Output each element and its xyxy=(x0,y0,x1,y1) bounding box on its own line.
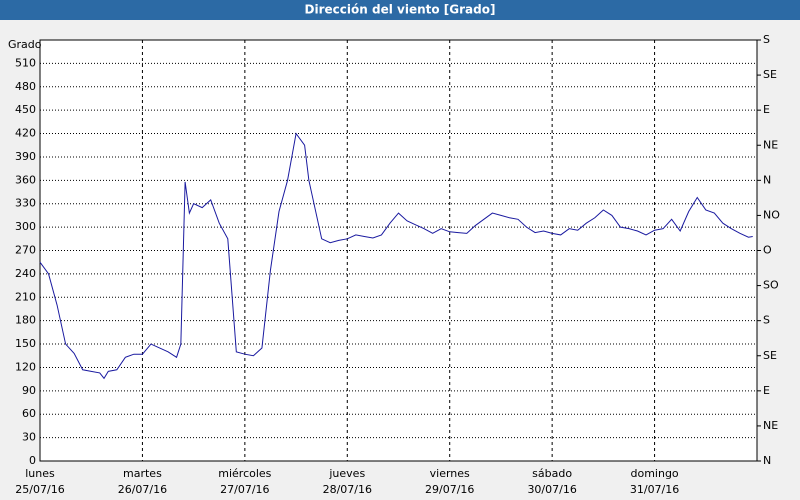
y2-tick-label: E xyxy=(763,103,770,116)
y-tick-label: 420 xyxy=(15,127,36,140)
x-tick-label: lunes xyxy=(25,467,55,480)
data-line xyxy=(39,132,753,380)
x-tick-label: martes xyxy=(123,467,162,480)
y-tick-label: 330 xyxy=(15,197,36,210)
x-tick-date: 29/07/16 xyxy=(425,483,474,496)
y2-tick-label: S xyxy=(763,33,770,46)
x-tick-label: viernes xyxy=(430,467,470,480)
chart-title: Dirección del viento [Grado] xyxy=(305,3,496,17)
title-bar xyxy=(0,0,800,20)
x-tick-label: domingo xyxy=(630,467,678,480)
y2-tick-label: S xyxy=(763,314,770,327)
y-tick-label: 180 xyxy=(15,314,36,327)
y2-tick-label: N xyxy=(763,454,771,467)
x-tick-date: 30/07/16 xyxy=(527,483,576,496)
x-tick-label: jueves xyxy=(328,467,365,480)
y2-tick-label: O xyxy=(763,244,772,257)
y2-tick-label: NO xyxy=(763,208,780,221)
y2-tick-label: SE xyxy=(763,349,777,362)
y-tick-label: 300 xyxy=(15,220,36,233)
y2-tick-label: NE xyxy=(763,419,778,432)
y-tick-label: 90 xyxy=(22,384,36,397)
x-tick-date: 28/07/16 xyxy=(323,483,372,496)
y2-tick-label: NE xyxy=(763,138,778,151)
y-axis-label: Grado xyxy=(8,38,42,51)
y2-tick-label: E xyxy=(763,384,770,397)
y-tick-label: 30 xyxy=(22,431,36,444)
y-tick-label: 450 xyxy=(15,103,36,116)
y-tick-label: 270 xyxy=(15,244,36,257)
y2-tick-label: SO xyxy=(763,279,779,292)
y-tick-label: 150 xyxy=(15,337,36,350)
x-tick-date: 31/07/16 xyxy=(630,483,679,496)
x-tick-label: sábado xyxy=(532,467,572,480)
x-tick-date: 27/07/16 xyxy=(220,483,269,496)
y-tick-label: 480 xyxy=(15,80,36,93)
y2-tick-label: N xyxy=(763,173,771,186)
y2-tick-label: SE xyxy=(763,68,777,81)
y-tick-label: 120 xyxy=(15,360,36,373)
x-tick-date: 26/07/16 xyxy=(118,483,167,496)
y-tick-label: 360 xyxy=(15,173,36,186)
y-tick-label: 510 xyxy=(15,56,36,69)
x-tick-date: 25/07/16 xyxy=(15,483,64,496)
y-tick-label: 210 xyxy=(15,290,36,303)
x-tick-label: miércoles xyxy=(218,467,271,480)
y-tick-label: 390 xyxy=(15,150,36,163)
y-tick-label: 0 xyxy=(29,454,36,467)
y-tick-label: 240 xyxy=(15,267,36,280)
y-tick-label: 60 xyxy=(22,407,36,420)
